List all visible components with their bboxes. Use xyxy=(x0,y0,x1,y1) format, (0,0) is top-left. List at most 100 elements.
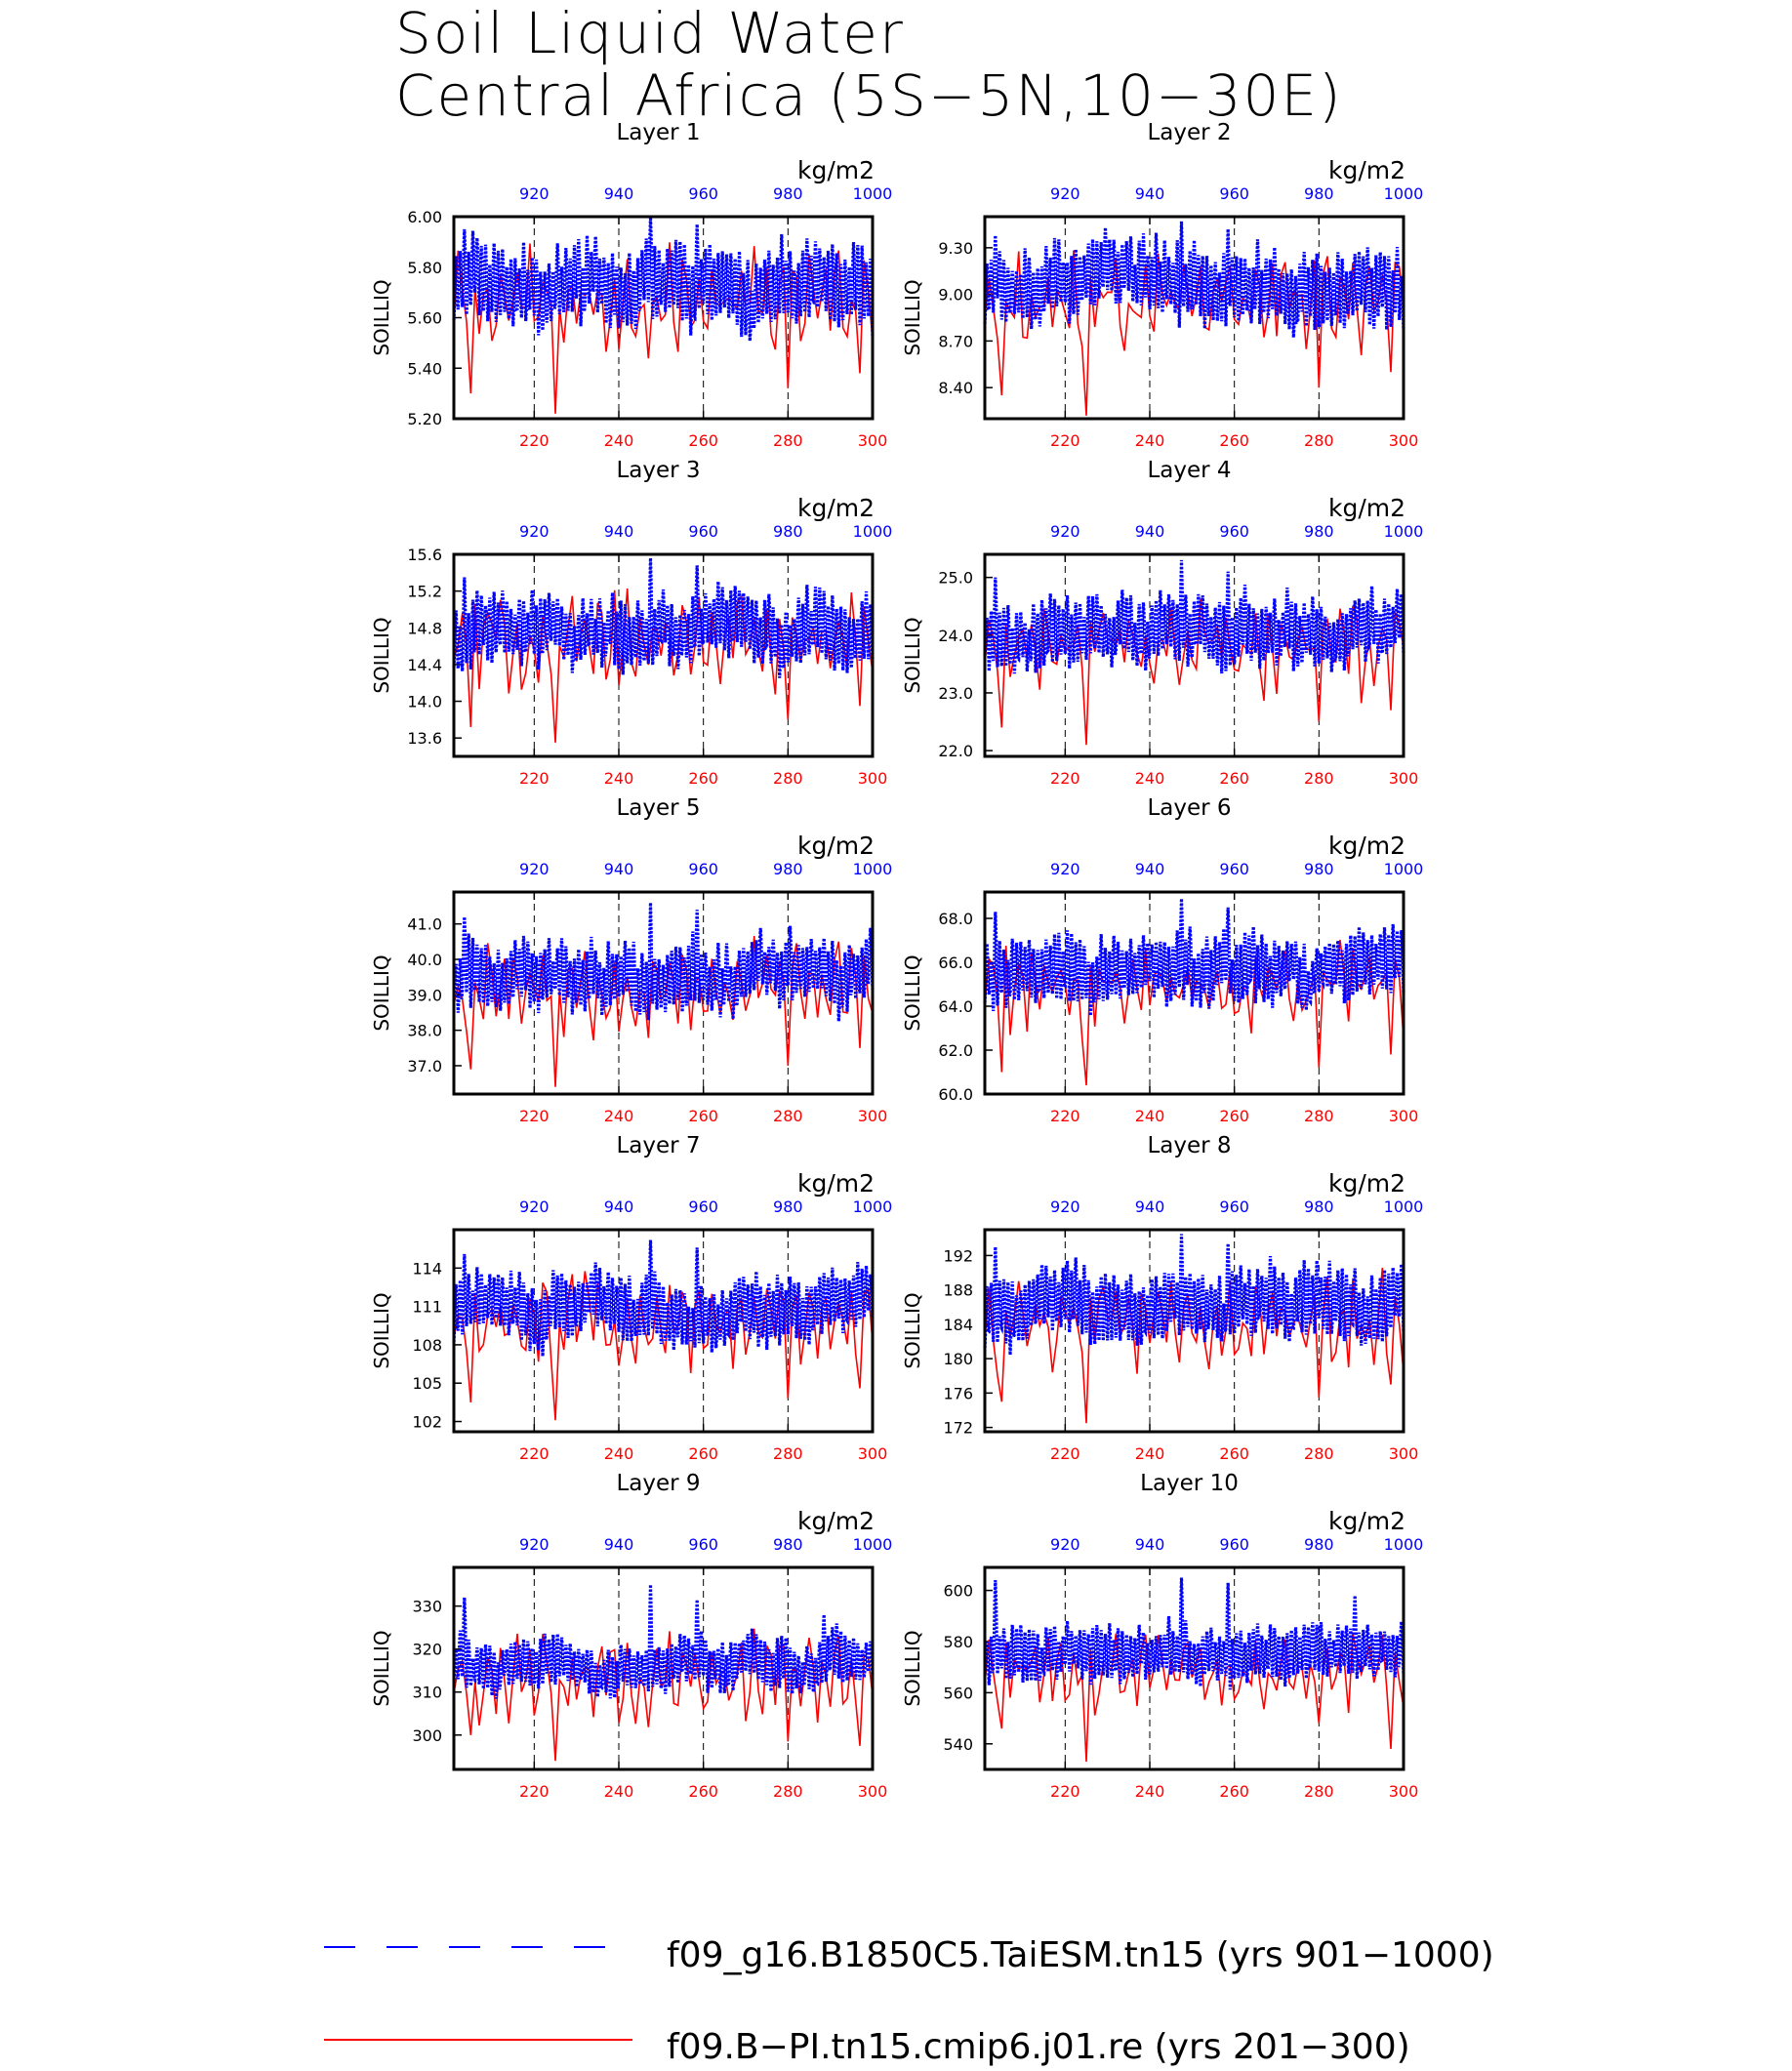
y-tick-label: 23.0 xyxy=(938,684,973,703)
y-tick-label: 192 xyxy=(943,1246,973,1265)
x-tick-label-top: 1000 xyxy=(1384,1198,1424,1216)
y-axis-label: SOILLIQ xyxy=(370,1292,393,1368)
x-tick-label-top: 1000 xyxy=(1384,860,1424,878)
x-tick-label-bottom: 260 xyxy=(1219,1444,1249,1463)
x-tick-label-bottom: 280 xyxy=(773,431,803,450)
x-tick-label-bottom: 220 xyxy=(519,1444,550,1463)
units-label: kg/m2 xyxy=(1328,156,1405,184)
y-axis-label: SOILLIQ xyxy=(370,954,393,1031)
x-tick-label-bottom: 220 xyxy=(1050,431,1080,450)
series-red-line xyxy=(453,588,874,743)
x-tick-label-bottom: 220 xyxy=(519,769,550,788)
x-tick-label-top: 940 xyxy=(604,860,634,878)
y-tick-label: 62.0 xyxy=(938,1041,973,1060)
x-tick-label-top: 980 xyxy=(1304,1198,1334,1216)
series-blue-line xyxy=(452,1584,875,1699)
units-label: kg/m2 xyxy=(1328,1169,1405,1198)
x-tick-label-top: 920 xyxy=(519,860,550,878)
panel-layer-5: Layer 5 kg/m2 SOILLIQ 37.0 38.0 39.0 40.0 41.0 2… xyxy=(370,795,892,1125)
x-tick-label-bottom: 220 xyxy=(1050,1107,1080,1125)
y-tick-label: 540 xyxy=(943,1735,973,1754)
y-tick-label: 320 xyxy=(412,1641,442,1659)
x-tick-label-bottom: 240 xyxy=(604,431,634,450)
y-axis-label: SOILLIQ xyxy=(901,954,924,1031)
series-blue-line xyxy=(983,1577,1405,1690)
x-tick-label-bottom: 300 xyxy=(858,1107,888,1125)
y-tick-label: 14.0 xyxy=(407,693,442,711)
y-tick-label: 111 xyxy=(412,1298,442,1317)
y-tick-label: 102 xyxy=(412,1413,442,1432)
y-tick-label: 68.0 xyxy=(938,910,973,928)
x-tick-label-bottom: 280 xyxy=(1304,1782,1334,1801)
y-tick-label: 38.0 xyxy=(407,1022,442,1040)
y-tick-label: 310 xyxy=(412,1684,442,1702)
x-tick-label-bottom: 300 xyxy=(1389,431,1419,450)
x-tick-label-bottom: 300 xyxy=(858,431,888,450)
x-tick-label-bottom: 280 xyxy=(1304,769,1334,788)
y-tick-label: 8.70 xyxy=(938,332,973,350)
legend-item-blue xyxy=(322,1937,615,1976)
x-tick-label-top: 920 xyxy=(519,1535,550,1554)
panel-title: Layer 4 xyxy=(1147,458,1231,483)
x-tick-label-bottom: 300 xyxy=(1389,1444,1419,1463)
x-tick-label-top: 960 xyxy=(1219,1198,1249,1216)
panel-layer-4: Layer 4 kg/m2 SOILLIQ 22.0 23.0 24.0 25.0 220 24… xyxy=(901,458,1423,788)
x-tick-label-bottom: 260 xyxy=(688,769,718,788)
units-label: kg/m2 xyxy=(797,1169,875,1198)
x-tick-label-top: 940 xyxy=(1135,1198,1165,1216)
y-tick-label: 66.0 xyxy=(938,954,973,972)
panel-layer-8: Layer 8 kg/m2 SOILLIQ 172 176 180 184 188 192 220… xyxy=(901,1133,1423,1463)
y-tick-label: 37.0 xyxy=(407,1057,442,1076)
x-tick-label-bottom: 220 xyxy=(1050,769,1080,788)
x-tick-label-top: 940 xyxy=(1135,860,1165,878)
y-axis-label: SOILLIQ xyxy=(901,1630,924,1706)
y-tick-label: 40.0 xyxy=(407,951,442,969)
units-label: kg/m2 xyxy=(1328,832,1405,860)
plot-frame xyxy=(983,1565,1405,1771)
y-tick-label: 14.4 xyxy=(407,656,442,674)
x-tick-label-top: 980 xyxy=(1304,1535,1334,1554)
x-tick-label-top: 920 xyxy=(519,184,550,203)
y-axis-label: SOILLIQ xyxy=(901,1292,924,1368)
y-axis-label: SOILLIQ xyxy=(370,1630,393,1706)
y-tick-label: 300 xyxy=(412,1726,442,1745)
y-tick-label: 184 xyxy=(943,1316,973,1334)
x-tick-label-top: 980 xyxy=(1304,522,1334,541)
panel-layer-10: Layer 10 kg/m2 SOILLIQ 540 560 580 600 220 240 26… xyxy=(901,1471,1423,1801)
plot-frame xyxy=(452,552,875,758)
x-tick-label-top: 980 xyxy=(773,1535,803,1554)
x-tick-label-top: 920 xyxy=(1050,860,1080,878)
x-tick-label-bottom: 280 xyxy=(773,1444,803,1463)
x-tick-label-bottom: 280 xyxy=(773,769,803,788)
x-tick-label-top: 960 xyxy=(688,1535,718,1554)
units-label: kg/m2 xyxy=(797,156,875,184)
y-tick-label: 5.60 xyxy=(407,309,442,328)
plot-frame xyxy=(983,1228,1405,1434)
x-tick-label-bottom: 300 xyxy=(1389,1782,1419,1801)
x-tick-label-bottom: 280 xyxy=(773,1107,803,1125)
y-tick-label: 180 xyxy=(943,1350,973,1368)
x-tick-label-top: 960 xyxy=(688,860,718,878)
y-tick-label: 580 xyxy=(943,1633,973,1651)
x-tick-label-top: 1000 xyxy=(853,1535,893,1554)
x-tick-label-top: 1000 xyxy=(1384,522,1424,541)
x-tick-label-top: 940 xyxy=(604,1198,634,1216)
legend-label-red: f09.B−PI.tn15.cmip6.j01.re (yrs 201−300) xyxy=(667,2027,1410,2067)
series-blue-line xyxy=(983,898,1405,1016)
figure-title-line2: Central Africa (5S−5N,10−30E) xyxy=(395,62,1343,129)
units-label: kg/m2 xyxy=(1328,494,1405,522)
series-red-line xyxy=(984,1268,1405,1424)
y-tick-label: 5.80 xyxy=(407,259,442,277)
panel-layer-2: Layer 2 kg/m2 SOILLIQ 8.40 8.70 9.00 9.30 220 24… xyxy=(901,120,1423,450)
x-tick-label-bottom: 240 xyxy=(604,769,634,788)
x-tick-label-bottom: 220 xyxy=(1050,1782,1080,1801)
series-blue-line xyxy=(452,1239,875,1357)
x-tick-label-bottom: 260 xyxy=(1219,1782,1249,1801)
series-blue-line xyxy=(452,216,875,342)
y-tick-label: 64.0 xyxy=(938,997,973,1016)
x-tick-label-top: 940 xyxy=(604,1535,634,1554)
y-tick-label: 24.0 xyxy=(938,627,973,645)
x-tick-label-bottom: 240 xyxy=(1135,431,1165,450)
y-tick-label: 560 xyxy=(943,1684,973,1702)
x-tick-label-top: 960 xyxy=(1219,860,1249,878)
